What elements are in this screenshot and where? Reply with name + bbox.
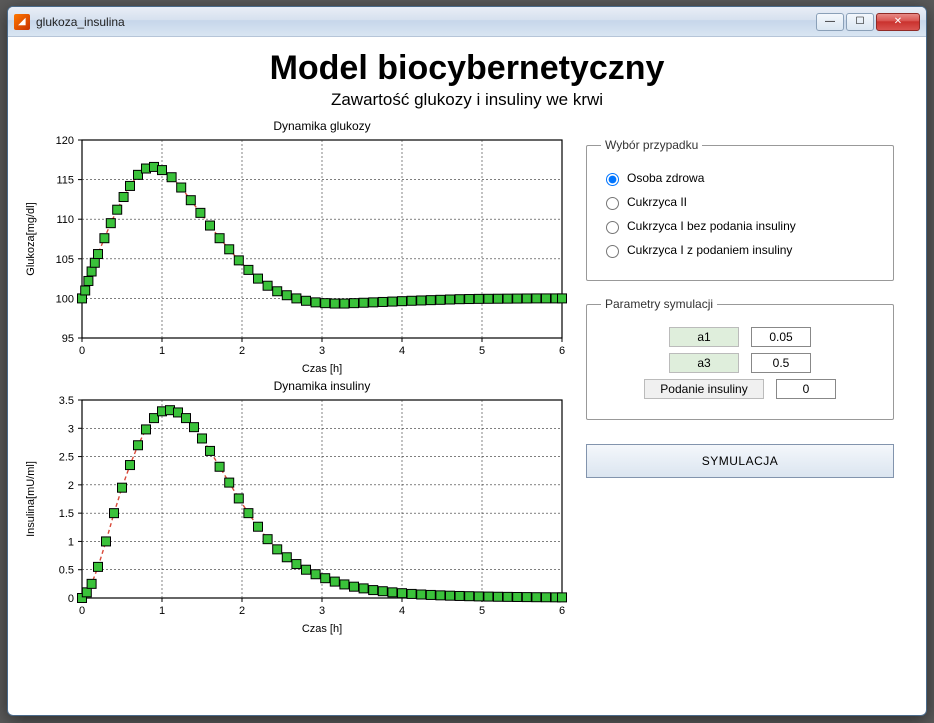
maximize-button[interactable]: ☐ [846, 13, 874, 31]
window-buttons: — ☐ ✕ [816, 13, 920, 31]
svg-text:105: 105 [56, 254, 74, 266]
matlab-icon: ◢ [14, 14, 30, 30]
svg-text:2.5: 2.5 [59, 452, 74, 464]
case-label-0: Osoba zdrowa [627, 171, 704, 185]
svg-text:2: 2 [239, 605, 245, 617]
svg-text:0: 0 [68, 593, 74, 605]
client-area: Model biocybernetyczny Zawartość glukozy… [16, 45, 918, 707]
param-row-0: a1 [601, 327, 879, 347]
svg-text:Insulina[mU/ml]: Insulina[mU/ml] [25, 461, 37, 537]
case-radio-2[interactable] [606, 221, 619, 234]
svg-text:110: 110 [56, 214, 74, 226]
svg-text:1: 1 [68, 536, 74, 548]
param-row-1: a3 [601, 353, 879, 373]
param-label-0: a1 [669, 327, 739, 347]
svg-text:0.5: 0.5 [59, 565, 74, 577]
case-option-2[interactable]: Cukrzyca I bez podania insuliny [601, 218, 879, 234]
param-input-2[interactable] [776, 379, 836, 399]
case-label-3: Cukrzyca I z podaniem insuliny [627, 243, 792, 257]
svg-text:3: 3 [68, 423, 74, 435]
param-row-2: Podanie insuliny [601, 379, 879, 399]
side-column: Wybór przypadku Osoba zdrowa Cukrzyca II C… [576, 118, 918, 638]
params-legend: Parametry symulacji [601, 297, 717, 311]
window-title: glukoza_insulina [36, 15, 816, 29]
charts-column: Dynamika glukozy012345695100105110115120… [16, 118, 576, 638]
svg-text:4: 4 [399, 345, 405, 357]
main-layout: Dynamika glukozy012345695100105110115120… [16, 118, 918, 638]
svg-text:95: 95 [62, 333, 74, 345]
svg-text:5: 5 [479, 345, 485, 357]
svg-text:0: 0 [79, 605, 85, 617]
svg-text:0: 0 [79, 345, 85, 357]
svg-text:3: 3 [319, 605, 325, 617]
case-radio-1[interactable] [606, 197, 619, 210]
case-option-0[interactable]: Osoba zdrowa [601, 170, 879, 186]
insulin-chart: Dynamika insuliny 0 1 2 3 4 5 6 0 0.5 1 1.5 2 2.5 3 3.5… [20, 378, 580, 638]
case-label-2: Cukrzyca I bez podania insuliny [627, 219, 796, 233]
svg-text:100: 100 [56, 293, 74, 305]
titlebar: ◢ glukoza_insulina — ☐ ✕ [8, 7, 926, 37]
svg-text:Dynamika insuliny: Dynamika insuliny [274, 379, 371, 393]
svg-text:4: 4 [399, 605, 405, 617]
param-input-0[interactable] [751, 327, 811, 347]
case-label-1: Cukrzyca II [627, 195, 687, 209]
svg-text:115: 115 [56, 175, 74, 187]
svg-text:1.5: 1.5 [59, 508, 74, 520]
svg-text:1: 1 [159, 345, 165, 357]
svg-text:6: 6 [559, 345, 565, 357]
svg-text:120: 120 [56, 135, 74, 147]
case-radio-3[interactable] [606, 245, 619, 258]
case-radio-0[interactable] [606, 173, 619, 186]
param-label-2: Podanie insuliny [644, 379, 764, 399]
simulate-button[interactable]: SYMULACJA [586, 444, 894, 478]
page-title: Model biocybernetyczny [16, 49, 918, 88]
svg-text:6: 6 [559, 605, 565, 617]
minimize-button[interactable]: — [816, 13, 844, 31]
case-fieldset: Wybór przypadku Osoba zdrowa Cukrzyca II C… [586, 138, 894, 281]
svg-text:1: 1 [159, 605, 165, 617]
case-option-3[interactable]: Cukrzyca I z podaniem insuliny [601, 242, 879, 258]
svg-text:Dynamika glukozy: Dynamika glukozy [273, 119, 370, 133]
param-label-1: a3 [669, 353, 739, 373]
svg-text:2: 2 [68, 480, 74, 492]
svg-text:3.5: 3.5 [59, 395, 74, 407]
app-window: ◢ glukoza_insulina — ☐ ✕ Model biocybern… [7, 6, 927, 716]
params-fieldset: Parametry symulacji a1 a3 Podanie insuliny [586, 297, 894, 420]
svg-text:Czas [h]: Czas [h] [302, 363, 342, 375]
case-legend: Wybór przypadku [601, 138, 702, 152]
glucose-chart: Dynamika glukozy 0 1 2 3 4 5 6 95 100 105 110 115 120… [20, 118, 580, 378]
close-button[interactable]: ✕ [876, 13, 920, 31]
case-option-1[interactable]: Cukrzyca II [601, 194, 879, 210]
svg-text:5: 5 [479, 605, 485, 617]
svg-text:3: 3 [319, 345, 325, 357]
page-subtitle: Zawartość glukozy i insuliny we krwi [16, 90, 918, 110]
svg-text:Czas [h]: Czas [h] [302, 623, 342, 635]
param-input-1[interactable] [751, 353, 811, 373]
svg-text:Glukoza[mg/dl]: Glukoza[mg/dl] [25, 202, 37, 275]
svg-text:2: 2 [239, 345, 245, 357]
